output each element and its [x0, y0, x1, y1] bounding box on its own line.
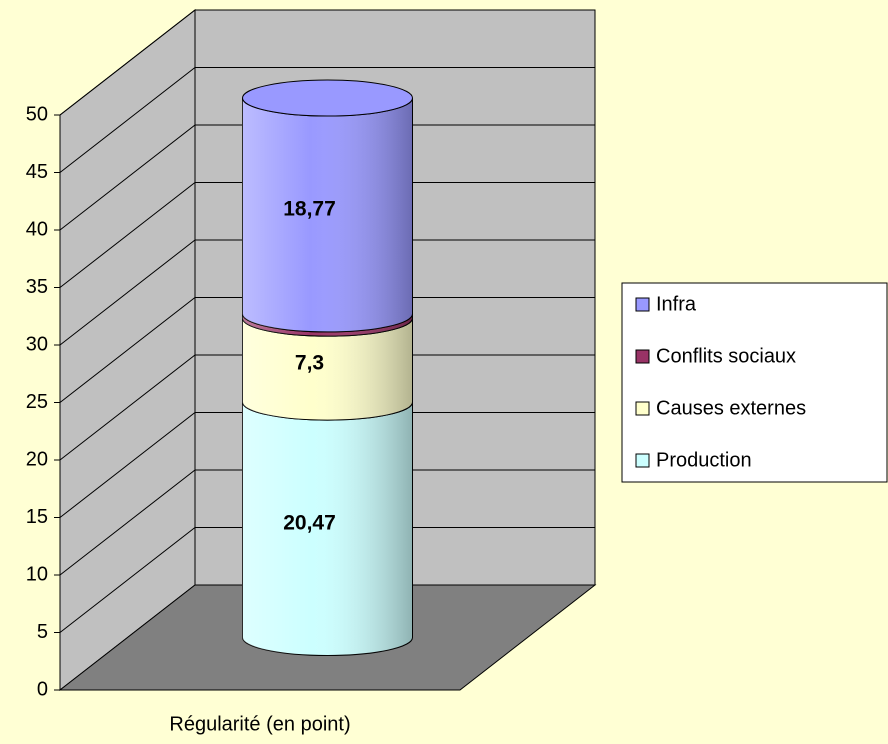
legend-swatch — [635, 349, 650, 364]
value-label: 18,77 — [283, 198, 336, 221]
y-tick-label: 5 — [37, 621, 48, 643]
grid-line — [59, 527, 595, 633]
y-tick-label: 20 — [26, 448, 48, 470]
grid-line — [59, 412, 595, 518]
grid-line — [59, 124, 595, 231]
y-tick-label: 40 — [26, 218, 48, 240]
legend-label: Conflits sociaux — [656, 345, 796, 367]
legend-swatch — [635, 453, 650, 468]
grid-line — [59, 182, 595, 288]
grid-line — [59, 67, 595, 173]
grid-line — [59, 239, 595, 346]
segment-shade — [242, 402, 413, 656]
y-tick-label: 15 — [26, 506, 48, 528]
y-tick-label: 30 — [26, 333, 48, 355]
segment-shade — [242, 318, 413, 421]
cylinder-top — [242, 79, 413, 117]
grid-line — [59, 354, 595, 461]
grid-line — [59, 297, 595, 403]
value-label: 20,47 — [283, 511, 336, 534]
y-tick-label: 35 — [26, 276, 48, 298]
grid-line — [59, 9, 595, 116]
y-tick-label: 0 — [37, 678, 48, 700]
y-tick-label: 50 — [26, 103, 48, 125]
legend-label: Causes externes — [656, 397, 806, 419]
legend-label: Production — [656, 449, 752, 471]
y-tick-label: 45 — [26, 161, 48, 183]
legend-label: Infra — [656, 293, 697, 315]
y-tick-label: 10 — [26, 563, 48, 585]
legend-box — [621, 282, 888, 483]
x-tick-label: Régularité (en point) — [169, 713, 350, 735]
value-label: 7,3 — [295, 352, 324, 375]
legend-swatch — [635, 297, 650, 312]
y-tick-label: 25 — [26, 391, 48, 413]
segment-shade — [242, 98, 413, 332]
grid-line — [59, 469, 595, 576]
segment-shade — [242, 313, 413, 337]
legend-swatch — [635, 401, 650, 416]
